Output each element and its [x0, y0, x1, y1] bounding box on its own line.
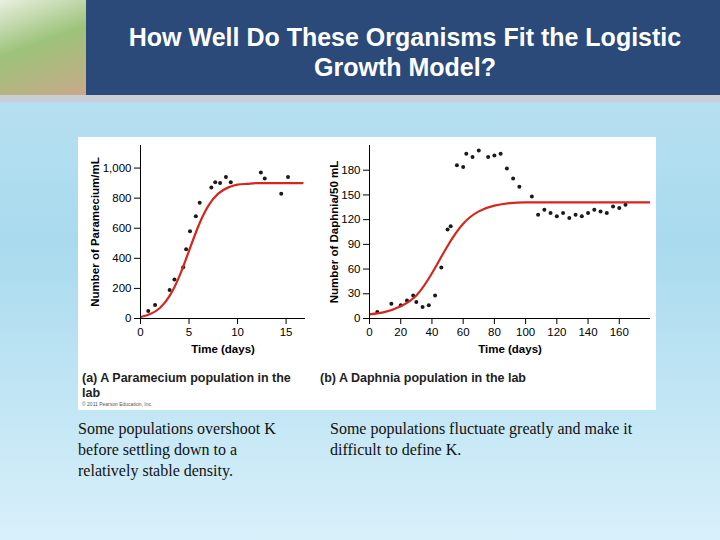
svg-text:0: 0 [137, 326, 143, 338]
svg-text:120: 120 [341, 213, 360, 225]
svg-text:60: 60 [348, 263, 361, 275]
html-text:Some populations fluctuate gre: Some populations fluctuate greatly and m… [330, 420, 633, 458]
svg-text:5: 5 [186, 326, 192, 338]
svg-text:800: 800 [112, 192, 131, 204]
svg-text:160: 160 [610, 326, 629, 338]
html-text:(b) A Daphnia population in th: (b) A Daphnia population in the lab [320, 371, 526, 385]
svg-text:20: 20 [394, 326, 407, 338]
svg-text:40: 40 [426, 326, 439, 338]
svg-text:30: 30 [348, 287, 361, 299]
svg-text:60: 60 [457, 326, 470, 338]
svg-text:10: 10 [231, 326, 244, 338]
svg-text:Number of Paramecium/mL: Number of Paramecium/mL [89, 157, 101, 307]
svg-text:120: 120 [547, 326, 566, 338]
svg-text:15: 15 [280, 326, 293, 338]
svg-text:1,000: 1,000 [103, 162, 132, 174]
svg-text:0: 0 [125, 312, 131, 324]
svg-text:0: 0 [366, 326, 372, 338]
svg-text:80: 80 [488, 326, 501, 338]
html-text:© 2011 Pearson Education, Inc.: © 2011 Pearson Education, Inc. [82, 401, 153, 407]
html-text:Some populations overshoot K b: Some populations overshoot K before sett… [78, 420, 276, 479]
svg-text:600: 600 [112, 222, 131, 234]
svg-text:Time (days): Time (days) [478, 343, 542, 355]
svg-text:150: 150 [341, 189, 360, 201]
svg-text:140: 140 [578, 326, 597, 338]
svg-text:0: 0 [354, 312, 360, 324]
svg-text:400: 400 [112, 252, 131, 264]
html-text:How Well Do These Organisms Fi: How Well Do These Organisms Fit the Logi… [128, 23, 682, 81]
svg-text:200: 200 [112, 282, 131, 294]
svg-text:100: 100 [516, 326, 535, 338]
svg-text:90: 90 [348, 238, 361, 250]
svg-text:Number of Daphnia/50 mL: Number of Daphnia/50 mL [328, 161, 340, 304]
svg-text:Time (days): Time (days) [191, 343, 255, 355]
svg-text:180: 180 [341, 164, 360, 176]
html-text:(a) A Paramecium population in: (a) A Paramecium population in the lab [82, 371, 291, 400]
